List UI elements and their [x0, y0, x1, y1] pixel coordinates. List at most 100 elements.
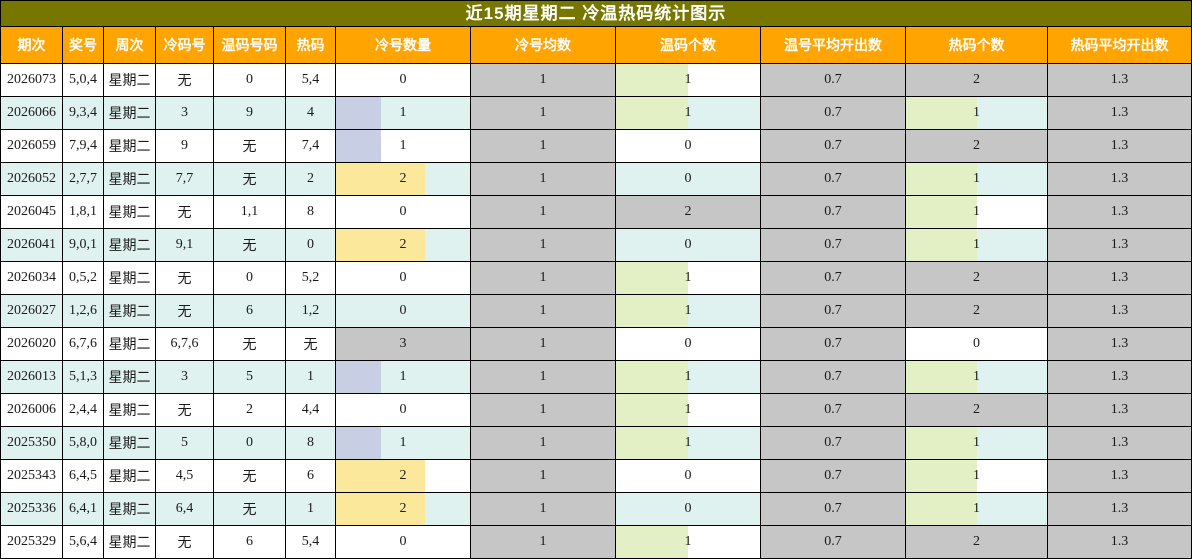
- cell-value: 6: [246, 303, 253, 318]
- cell-value: 1.3: [1110, 435, 1129, 450]
- cell-hot-count: 1: [905, 96, 1048, 130]
- cell-value: 2026066: [7, 105, 56, 120]
- cell-cold-avg: 1: [470, 459, 616, 493]
- cell-value: 0: [399, 534, 407, 549]
- cell-warm-avg: 0.7: [760, 162, 906, 196]
- cell-warm-avg: 0.7: [760, 492, 906, 526]
- column-header-warm-code: 温码号码: [213, 26, 286, 64]
- cell-value: 9: [181, 138, 188, 153]
- cell-value: 5,0,4: [69, 72, 97, 87]
- cell-warm-count: 0: [615, 162, 761, 196]
- table-row: 2026027 1,2,6 星期二 无 6 1,2 0 1 1 0.7 2 1.3: [0, 294, 1192, 328]
- cell-value: 无: [177, 74, 192, 89]
- cell-value: 0: [684, 501, 692, 516]
- cell-week: 星期二: [103, 195, 156, 229]
- cell-value: 2026073: [7, 72, 56, 87]
- cell-value: 0: [307, 237, 314, 252]
- cell-value: 2026027: [7, 303, 56, 318]
- count-bar: [906, 229, 977, 261]
- cell-value: 8: [307, 204, 314, 219]
- cell-value: 2026034: [7, 270, 56, 285]
- cell-cold-avg: 1: [470, 96, 616, 130]
- cell-value: 4,4: [301, 402, 320, 417]
- cell-prize: 5,8,0: [62, 426, 104, 460]
- cell-value: 0.7: [824, 369, 842, 384]
- cell-value: 2: [399, 468, 407, 483]
- cell-hot-code: 0: [285, 228, 336, 262]
- cell-value: 5: [246, 369, 253, 384]
- column-header-hot-count: 热码个数: [905, 26, 1048, 64]
- cell-value: 1.3: [1110, 501, 1129, 516]
- cell-value: 6: [246, 534, 253, 549]
- cell-value: 1: [307, 369, 314, 384]
- cell-value: 1: [539, 534, 547, 549]
- cell-cold-code: 4,5: [155, 459, 214, 493]
- cell-value: 1: [539, 303, 547, 318]
- cell-hot-avg: 1.3: [1047, 96, 1192, 130]
- cell-prize: 2,7,7: [62, 162, 104, 196]
- cell-hot-code: 8: [285, 426, 336, 460]
- cell-cold-code: 无: [155, 261, 214, 295]
- cell-week: 星期二: [103, 261, 156, 295]
- cell-cold-count: 0: [335, 63, 471, 97]
- cell-value: 1: [539, 369, 547, 384]
- stats-table: 期次 奖号 周次 冷码号 温码号码 热码 冷号数量 冷号均数 温码个数 温号平均开出数 热码个数 热码…: [0, 26, 1192, 559]
- cell-value: 1: [973, 105, 980, 120]
- cell-value: 无: [242, 173, 257, 188]
- cell-warm-avg: 0.7: [760, 63, 906, 97]
- cell-hot-count: 2: [905, 261, 1048, 295]
- cell-hot-code: 5,4: [285, 525, 336, 559]
- count-bar: [336, 229, 426, 261]
- cell-value: 1: [539, 138, 547, 153]
- cell-value: 4,5: [175, 468, 194, 483]
- cell-cold-code: 无: [155, 63, 214, 97]
- table-row: 2026052 2,7,7 星期二 7,7 无 2 2 1 0 0.7 1 1.3: [0, 162, 1192, 196]
- cell-value: 9: [246, 105, 253, 120]
- cell-value: 1: [399, 369, 407, 384]
- cell-value: 无: [177, 272, 192, 287]
- cell-warm-code: 无: [213, 459, 286, 493]
- cell-warm-count: 0: [615, 492, 761, 526]
- cell-value: 6,7,6: [69, 336, 97, 351]
- cell-cold-code: 无: [155, 195, 214, 229]
- cell-value: 0: [246, 435, 253, 450]
- cell-cold-avg: 1: [470, 525, 616, 559]
- cell-value: 5,6,4: [69, 534, 97, 549]
- cell-value: 1.3: [1110, 204, 1129, 219]
- cell-cold-avg: 1: [470, 195, 616, 229]
- cell-value: 1.3: [1110, 105, 1129, 120]
- cell-value: 0: [246, 270, 253, 285]
- cell-value: 星期二: [108, 272, 151, 287]
- table-row: 2026041 9,0,1 星期二 9,1 无 0 2 1 0 0.7 1 1.3: [0, 228, 1192, 262]
- cell-hot-count: 2: [905, 129, 1048, 163]
- cell-prize: 9,3,4: [62, 96, 104, 130]
- count-bar: [336, 130, 381, 162]
- cell-hot-avg: 1.3: [1047, 63, 1192, 97]
- cell-warm-avg: 0.7: [760, 228, 906, 262]
- cell-value: 无: [177, 305, 192, 320]
- cell-value: 5: [181, 435, 188, 450]
- cell-warm-avg: 0.7: [760, 426, 906, 460]
- cell-warm-count: 1: [615, 360, 761, 394]
- cell-value: 2026006: [7, 402, 56, 417]
- cell-cold-avg: 1: [470, 129, 616, 163]
- cell-value: 0: [399, 303, 407, 318]
- cell-cold-count: 2: [335, 228, 471, 262]
- cell-warm-avg: 0.7: [760, 294, 906, 328]
- cell-warm-count: 1: [615, 393, 761, 427]
- cell-prize: 6,4,1: [62, 492, 104, 526]
- cell-cold-count: 0: [335, 294, 471, 328]
- cell-value: 1: [973, 369, 980, 384]
- cell-hot-count: 1: [905, 492, 1048, 526]
- table-row: 2025350 5,8,0 星期二 5 0 8 1 1 1 0.7 1 1.3: [0, 426, 1192, 460]
- cell-value: 1.3: [1110, 468, 1129, 483]
- cell-cold-count: 2: [335, 492, 471, 526]
- cell-value: 2: [307, 171, 314, 186]
- cell-value: 2: [973, 270, 980, 285]
- cell-week: 星期二: [103, 393, 156, 427]
- cell-value: 2,4,4: [69, 402, 97, 417]
- cell-week: 星期二: [103, 360, 156, 394]
- cell-value: 0: [399, 270, 407, 285]
- cell-value: 2026059: [7, 138, 56, 153]
- cell-value: 6,7,6: [170, 336, 199, 351]
